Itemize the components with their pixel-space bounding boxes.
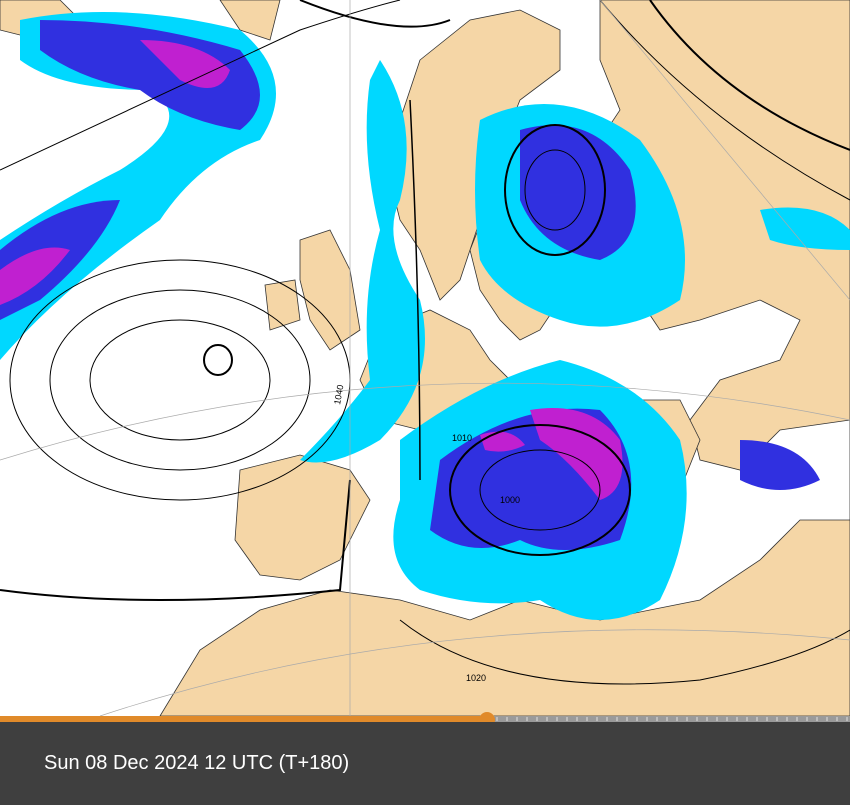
isobar-label: 1020	[466, 673, 486, 683]
isobar-label: 1010	[452, 433, 472, 443]
footer-bar: Sun 08 Dec 2024 12 UTC (T+180)	[0, 722, 850, 805]
isobar-label: 1000	[500, 495, 520, 505]
graticule	[0, 0, 850, 717]
precipitation	[0, 12, 850, 620]
isobars	[0, 0, 850, 685]
weather-map: 1010 1000 1020 1040	[0, 0, 850, 722]
isobar-label: 1040	[332, 384, 345, 405]
timeline-thumb[interactable]	[479, 712, 495, 722]
timeline-progress[interactable]	[0, 716, 487, 722]
timestamp: Sun 08 Dec 2024 12 UTC (T+180)	[44, 752, 350, 774]
timeline-track[interactable]	[487, 716, 850, 722]
